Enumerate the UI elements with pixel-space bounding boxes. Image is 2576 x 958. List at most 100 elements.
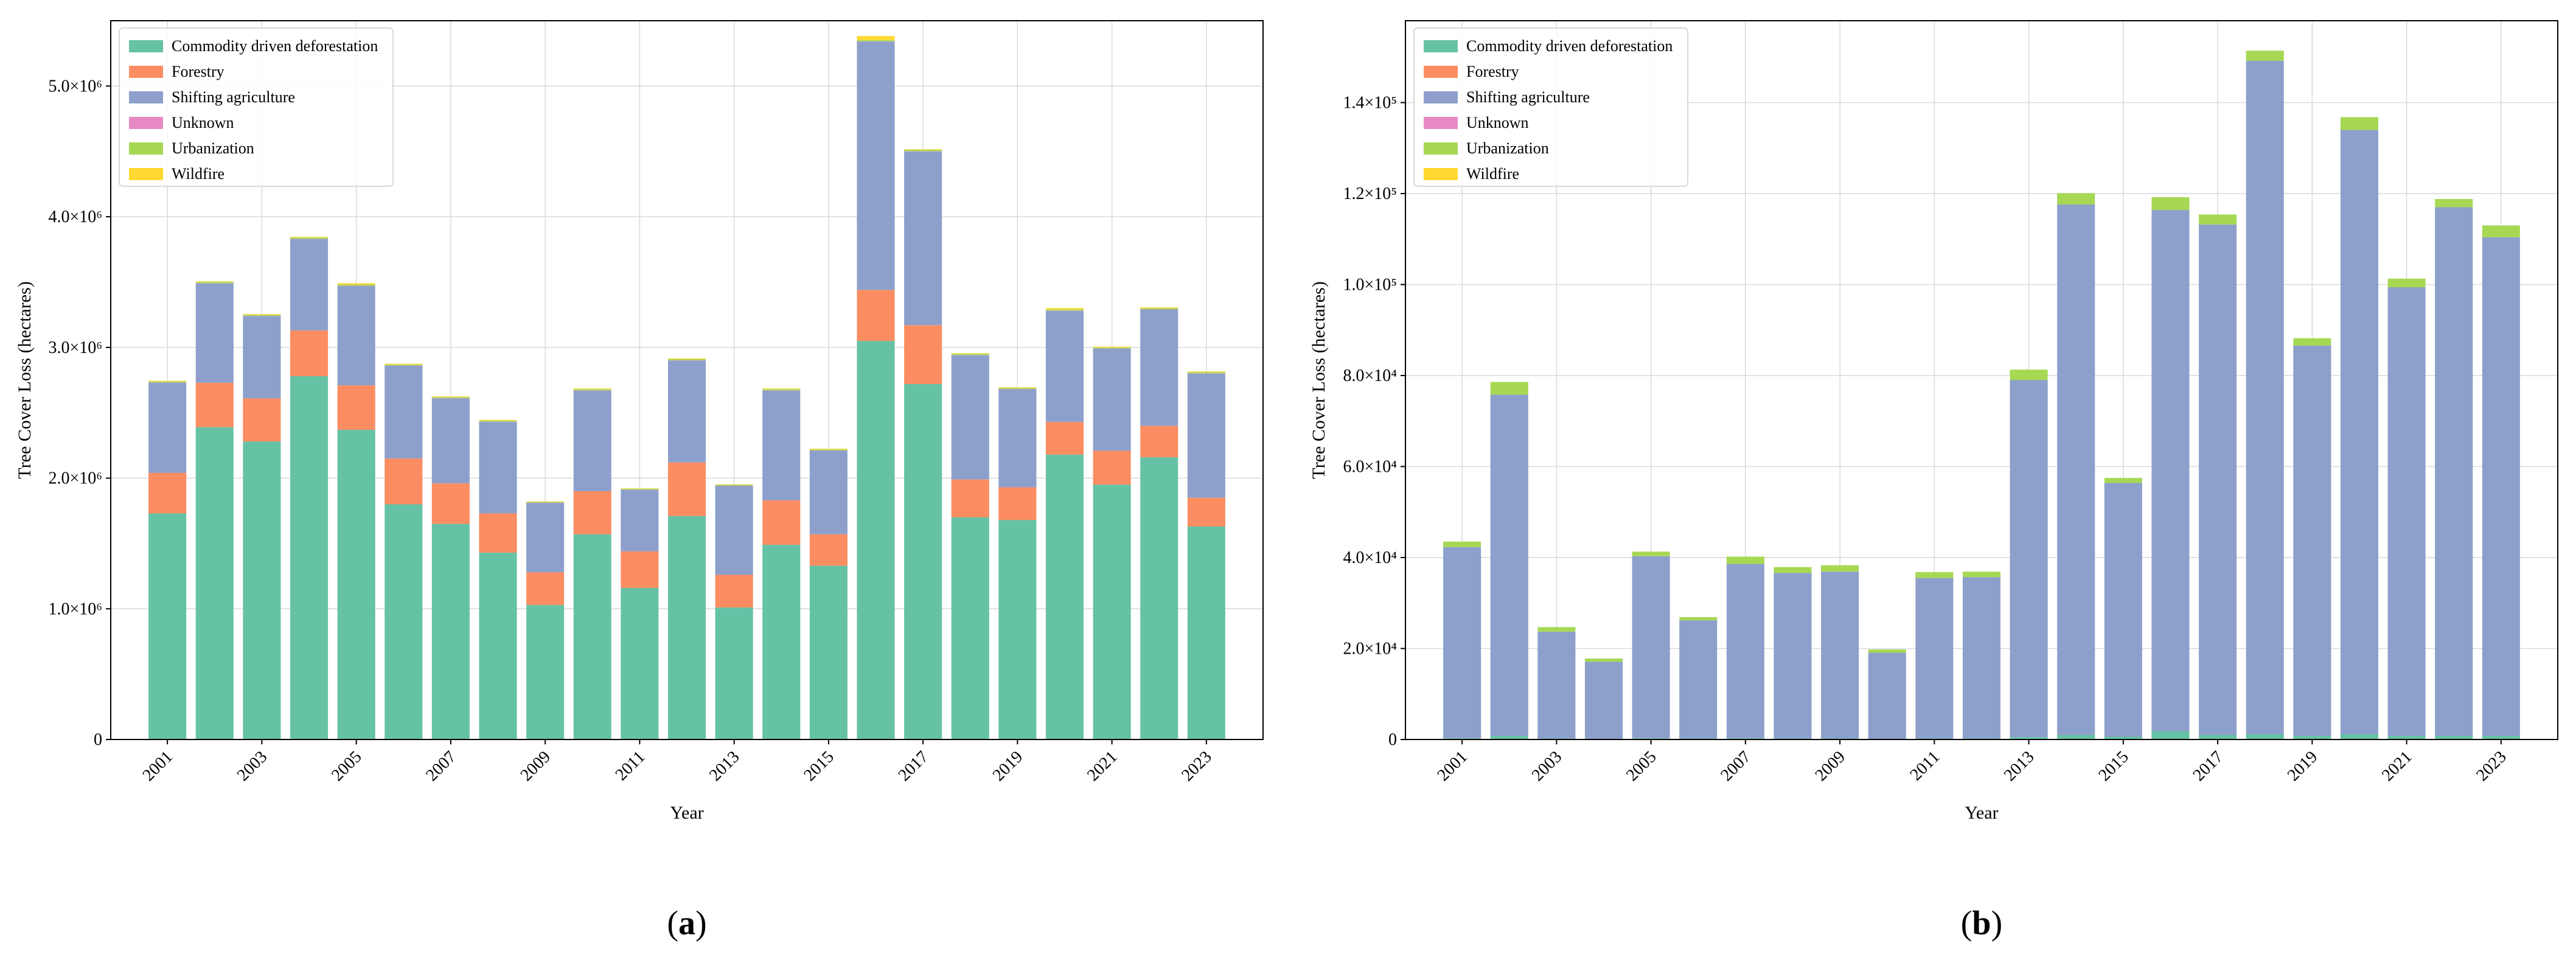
bar-2022-forestry [1140,425,1178,458]
legend-entry: Commodity driven deforestation [172,37,378,55]
bar-2023-wildfire [1187,371,1225,372]
y-tick-label: 2.0×10⁶ [48,469,102,488]
bar-2013-commodity-driven-deforestation [715,607,753,739]
x-tick-label: 2009 [517,747,555,785]
bar-2007-shifting-agriculture [431,398,470,484]
bar-2013-urbanization [2010,369,2048,380]
bar-2021-urbanization [2387,278,2426,288]
bar-2014-commodity-driven-deforestation [2057,735,2095,739]
x-tick-label: 2023 [1178,747,1216,785]
x-tick-label: 2009 [1812,747,1850,785]
y-tick-label: 5.0×10⁶ [48,77,102,96]
y-tick-label: 1.0×10⁵ [1343,276,1397,295]
bar-2020-forestry [1045,422,1084,455]
bar-2006-shifting-agriculture [385,365,423,459]
y-tick-label: 1.0×10⁶ [48,600,102,618]
bar-2005-wildfire [337,283,375,285]
x-tick-label: 2003 [234,747,271,785]
bar-2007-commodity-driven-deforestation [1726,738,1764,739]
x-tick-label: 2005 [328,747,366,785]
bar-2003-shifting-agriculture [1537,631,1576,739]
bar-2001-urbanization [1443,541,1481,547]
bar-2022-commodity-driven-deforestation [1140,457,1178,739]
bar-2006-forestry [385,458,423,505]
legend-entry: Unknown [1466,114,1529,131]
bar-2007-commodity-driven-deforestation [431,523,470,739]
x-tick-label: 2017 [895,747,933,785]
bar-2011-commodity-driven-deforestation [621,587,659,739]
bar-2020-commodity-driven-deforestation [1045,454,1084,739]
bar-2022-urbanization [1140,308,1178,310]
bar-2022-wildfire [1140,307,1178,309]
bar-2021-commodity-driven-deforestation [2387,736,2426,739]
bar-2020-wildfire [1045,308,1084,310]
bar-2011-forestry [621,551,659,588]
panel-b: 0 2.0×10⁴ 4.0×10⁴ 6.0×10⁴ 8.0×10⁴ 1.0×10⁵ 1.2×… [1309,20,2558,942]
bar-2010-shifting-agriculture [1868,652,1906,739]
bar-2002-commodity-driven-deforestation [195,427,234,739]
bar-2019-shifting-agriculture [998,389,1037,488]
bar-2010-urbanization [573,389,611,391]
legend-swatch [129,117,163,129]
bar-2005-forestry [337,385,375,430]
bar-2001-commodity-driven-deforestation [148,513,187,739]
bar-2003-shifting-agriculture [243,316,281,399]
bar-2014-forestry [762,500,801,545]
bar-2002-shifting-agriculture [1490,394,1528,736]
bar-2013-commodity-driven-deforestation [2010,737,2048,739]
bar-2003-commodity-driven-deforestation [243,441,281,739]
bar-2013-urbanization [715,484,753,486]
bar-2017-shifting-agriculture [904,151,942,326]
bar-2020-urbanization [1045,309,1084,311]
bar-2002-urbanization [1490,382,1528,395]
bar-2014-urbanization [762,389,801,391]
bar-2015-urbanization [2104,478,2142,483]
bar-2018-wildfire [951,353,989,354]
bar-2019-wildfire [998,387,1037,388]
bar-2022-shifting-agriculture [2435,207,2473,736]
bar-2017-commodity-driven-deforestation [904,383,942,739]
x-tick-label: 2019 [2284,747,2322,785]
bar-2005-urbanization [1632,551,1670,556]
panel-a: 0 1.0×10⁶ 2.0×10⁶ 3.0×10⁶ 4.0×10⁶ 5.0×10⁶ 2001… [15,20,1264,942]
bar-2018-shifting-agriculture [2246,60,2284,735]
y-tick-label: 8.0×10⁴ [1343,366,1397,385]
bar-2003-urbanization [243,315,281,316]
bar-2004-forestry [290,330,329,377]
bar-2006-wildfire [385,363,423,365]
bar-2014-shifting-agriculture [762,390,801,501]
bar-2023-shifting-agriculture [1187,373,1225,498]
x-tick-label: 2011 [612,747,649,785]
legend-box [1413,27,1688,187]
bar-2017-wildfire [904,149,942,150]
bar-2009-shifting-agriculture [1821,572,1859,739]
bar-2007-forestry [431,483,470,524]
x-tick-label: 2017 [2190,747,2227,785]
x-tick-label: 2021 [1084,747,1121,785]
bar-2008-urbanization [479,421,517,422]
panel-label-open: ( [1961,904,1972,942]
bar-2021-shifting-agriculture [2387,287,2426,736]
x-tick-label: 2001 [139,747,177,785]
bar-2012-urbanization [667,358,706,360]
panel-label-close: ) [695,904,707,942]
legend-swatch [129,66,163,78]
legend-swatch [1424,117,1458,129]
bar-2010-forestry [573,491,611,534]
bar-2001-shifting-agriculture [148,382,187,473]
x-axis-title: Year [1965,803,1998,823]
bar-2015-urbanization [809,449,848,451]
legend-entry: Shifting agriculture [172,88,295,106]
bar-2012-shifting-agriculture [1962,577,2001,739]
bar-2018-commodity-driven-deforestation [951,517,989,739]
bar-2017-urbanization [904,150,942,152]
bar-2019-urbanization [998,388,1037,390]
legend-entry: Commodity driven deforestation [1466,37,1673,55]
legend-entry: Wildfire [172,165,225,183]
bar-2002-forestry [195,382,234,427]
bar-2011-wildfire [621,488,659,489]
bar-2015-commodity-driven-deforestation [2104,736,2142,739]
bar-2004-commodity-driven-deforestation [290,376,329,739]
bar-2005-urbanization [337,284,375,286]
bar-2016-forestry [857,290,895,341]
